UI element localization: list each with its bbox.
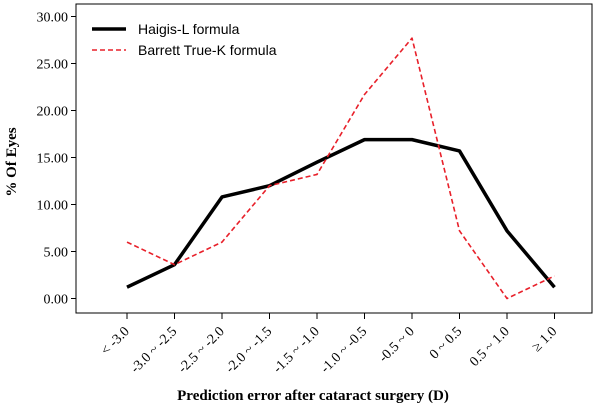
legend-label-barrett-true-k: Barrett True-K formula [138,42,277,58]
legend-label-haigis-l: Haigis-L formula [138,21,240,37]
x-tick-label: < -3.0 [98,324,132,358]
series-line-1 [126,37,555,300]
x-tick-label: -2.0 ~ -1.5 [223,324,275,376]
x-tick-label: -1.5 ~ -1.0 [271,324,323,376]
x-tick-label: 0 ~ 0.5 [427,324,465,362]
series-line-0 [126,137,556,289]
x-axis-title: Prediction error after cataract surgery … [177,388,449,404]
x-tick-label: ≥ 1.0 [529,324,560,355]
legend: Haigis-L formula Barrett True-K formula [92,21,277,58]
y-tick-label: 5.00 [44,246,69,261]
y-tick-label: 25.00 [37,58,69,73]
y-axis-title: % Of Eyes [4,127,20,196]
y-tick-label: 10.00 [37,199,69,214]
y-tick-label: 0.00 [44,293,69,308]
y-axis: 0.00 5.00 10.00 15.00 20.00 25.00 30.00 [37,11,76,308]
x-tick-label: -2.5 ~ -2.0 [176,324,228,376]
series-layer [126,37,556,300]
x-tick-label: -0.5 ~ 0 [376,324,418,366]
y-tick-label: 30.00 [37,11,69,26]
x-axis: < -3.0-3.0 ~ -2.5-2.5 ~ -2.0-2.0 ~ -1.5-… [98,313,560,376]
plot-area-border [75,3,593,314]
x-tick-label: -3.0 ~ -2.5 [128,324,180,376]
x-tick-label: -1.0 ~ -0.5 [318,324,370,376]
plot-frame [75,3,593,314]
y-tick-label: 20.00 [37,105,69,120]
y-tick-label: 15.00 [37,152,69,167]
x-tick-label: 0.5 ~ 1.0 [467,324,513,370]
